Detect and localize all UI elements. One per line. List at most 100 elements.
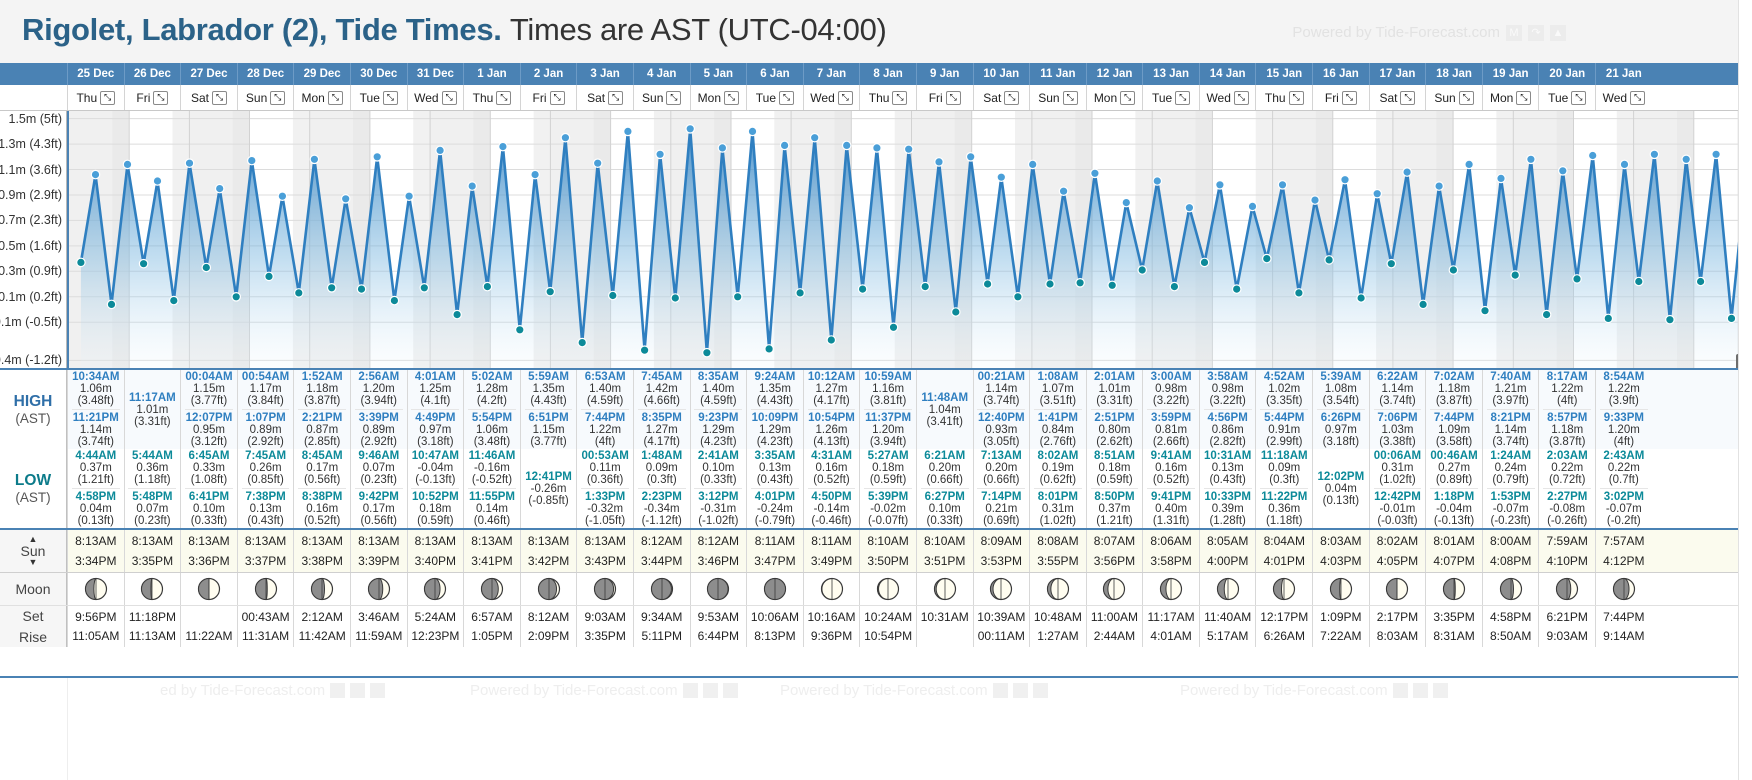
sun-cell: 8:11AM 3:47PM — [746, 530, 803, 572]
day-header-cell[interactable]: Wed ⤡ — [802, 85, 860, 110]
sun-cell: 8:00AM 4:08PM — [1481, 530, 1539, 572]
expand-day-icon[interactable]: ⤡ — [382, 90, 398, 105]
day-header-cell[interactable]: Thu ⤡ — [1255, 85, 1312, 110]
moon-phase-row: Moon — [0, 572, 1752, 605]
expand-day-icon[interactable]: ⤡ — [270, 90, 286, 105]
moon-lit-area — [198, 577, 210, 601]
expand-day-icon[interactable]: ⤡ — [1400, 90, 1416, 105]
expand-day-icon[interactable]: ⤡ — [1341, 90, 1357, 105]
expand-day-icon[interactable]: ⤡ — [666, 90, 682, 105]
day-header-cell[interactable]: Tue ⤡ — [1142, 85, 1199, 110]
day-header-cell[interactable]: Sun ⤡ — [1425, 85, 1482, 110]
expand-day-icon[interactable]: ⤡ — [1004, 90, 1020, 105]
expand-day-icon[interactable]: ⤡ — [892, 90, 908, 105]
high-tide-marker — [309, 154, 320, 165]
day-header-cell[interactable]: Tue ⤡ — [349, 85, 407, 110]
day-header-cell[interactable]: Sat ⤡ — [972, 85, 1030, 110]
sunrise-time: 8:12AM — [697, 534, 739, 548]
day-header-cell[interactable]: Tue ⤡ — [1538, 85, 1595, 110]
day-header-cell[interactable]: Sat ⤡ — [1368, 85, 1426, 110]
footer-watermark-icon — [1432, 683, 1448, 698]
sunrise-time: 8:03AM — [1320, 534, 1362, 548]
expand-day-icon[interactable]: ⤡ — [1062, 90, 1078, 105]
tide-height-metric: 1.07m — [1041, 383, 1074, 395]
high-tide-cell: 4:52AM 1.02m (3.35ft) 5:44PM 0.91m (2.99ft) — [1255, 370, 1312, 449]
day-header-cell[interactable]: Sun ⤡ — [632, 85, 690, 110]
expand-day-icon[interactable]: ⤡ — [945, 90, 961, 105]
high-tide-cell: 2:01AM 1.01m (3.31ft) 2:51PM 0.80m (2.62ft) — [1085, 370, 1143, 449]
date-header-cell: 9 Jan — [915, 63, 973, 85]
sun-cell: 8:12AM 3:46PM — [689, 530, 747, 572]
tide-height-metric: -0.14m — [813, 503, 850, 515]
high-tide-event: 10:59AM 1.16m (3.81ft) — [860, 370, 916, 408]
day-header-cell[interactable]: Wed ⤡ — [406, 85, 464, 110]
day-header-cell[interactable]: Tue ⤡ — [746, 85, 803, 110]
expand-day-icon[interactable]: ⤡ — [837, 90, 853, 105]
sunrise-time: 8:11AM — [754, 534, 796, 548]
day-header-cell[interactable]: Sun ⤡ — [236, 85, 294, 110]
day-header-cell[interactable]: Mon ⤡ — [1481, 85, 1539, 110]
day-header-cell[interactable]: Wed ⤡ — [1198, 85, 1256, 110]
day-header-cell[interactable]: Sat ⤡ — [180, 85, 237, 110]
tide-height-feet: (4.23ft) — [700, 436, 737, 448]
expand-day-icon[interactable]: ⤡ — [441, 90, 457, 105]
day-header-cell[interactable]: Thu ⤡ — [463, 85, 520, 110]
tide-time: 4:50PM — [811, 491, 852, 503]
expand-day-icon[interactable]: ⤡ — [153, 90, 169, 105]
divider — [1373, 409, 1422, 410]
expand-day-icon[interactable]: ⤡ — [1571, 90, 1587, 105]
high-tide-event: 8:35AM 1.40m (4.59ft) — [691, 370, 747, 408]
day-header-cell[interactable]: Fri ⤡ — [123, 85, 181, 110]
low-tide-marker — [1695, 276, 1706, 287]
day-header-cell[interactable]: Wed ⤡ — [1595, 85, 1652, 110]
expand-day-icon[interactable]: ⤡ — [1175, 90, 1191, 105]
expand-day-icon[interactable]: ⤡ — [100, 90, 116, 105]
tide-height-feet: (0.59ft) — [869, 474, 907, 486]
day-header-cell[interactable]: Thu ⤡ — [67, 85, 124, 110]
expand-day-icon[interactable]: ⤡ — [496, 90, 512, 105]
expand-day-icon[interactable]: ⤡ — [1120, 90, 1136, 105]
day-header-cell[interactable]: Mon ⤡ — [293, 85, 350, 110]
page-title-main: Rigolet, Labrador (2), Tide Times. — [22, 12, 502, 47]
low-tide-event: 9:46AM 0.07m (0.23ft) — [351, 449, 407, 487]
sun-cell: 8:13AM 3:41PM — [463, 530, 520, 572]
tide-height-feet: (3.87ft) — [1435, 395, 1473, 407]
tide-height-metric: 1.06m — [475, 424, 508, 436]
day-header-cell[interactable]: Mon ⤡ — [689, 85, 747, 110]
sunrise-time: 8:13AM — [414, 534, 457, 548]
expand-day-icon[interactable]: ⤡ — [549, 90, 565, 105]
day-header-cell[interactable]: Mon ⤡ — [1085, 85, 1143, 110]
expand-day-icon[interactable]: ⤡ — [1288, 90, 1304, 105]
day-header-cell[interactable]: Thu ⤡ — [859, 85, 916, 110]
high-tide-event: 9:33PM 1.20m (4ft) — [1596, 411, 1652, 449]
tide-height-feet: (-0.26ft) — [1547, 515, 1588, 527]
day-header-cell[interactable]: Fri ⤡ — [1312, 85, 1369, 110]
expand-day-icon[interactable]: ⤡ — [327, 90, 343, 105]
expand-day-icon[interactable]: ⤡ — [608, 90, 624, 105]
expand-day-icon[interactable]: ⤡ — [1233, 90, 1249, 105]
sun-row: ▲ Sun ▼ 8:13AM 3:34PM 8:13AM 3:35PM 8:13AM 3:… — [0, 528, 1752, 572]
tide-time: 8:54AM — [1603, 371, 1645, 383]
tide-height-metric: 0.18m — [419, 503, 452, 515]
day-header-cell[interactable]: Sun ⤡ — [1029, 85, 1086, 110]
expand-day-icon[interactable]: ⤡ — [724, 90, 739, 105]
day-name: Thu — [868, 90, 890, 105]
expand-day-icon[interactable]: ⤡ — [1458, 90, 1474, 105]
high-tide-marker — [1464, 159, 1474, 170]
day-header-cell[interactable]: Fri ⤡ — [519, 85, 577, 110]
divider — [354, 409, 403, 410]
moon-phase-cell — [293, 573, 350, 605]
expand-day-icon[interactable]: ⤡ — [211, 90, 227, 105]
expand-day-icon[interactable]: ⤡ — [1516, 90, 1532, 105]
page-scrollbar[interactable] — [1738, 0, 1752, 780]
low-tide-cell: 9:41AM 0.16m (0.52ft) 9:41PM 0.40m (1.31ft) — [1142, 449, 1199, 528]
tide-height-metric: 1.29m — [758, 424, 791, 436]
expand-day-icon[interactable]: ⤡ — [779, 90, 795, 105]
tide-time: 2:41AM — [697, 450, 739, 462]
day-header-cell[interactable]: Fri ⤡ — [915, 85, 973, 110]
expand-day-icon[interactable]: ⤡ — [1630, 90, 1646, 105]
date-header-cell: 13 Jan — [1142, 63, 1199, 85]
low-tide-marker — [1665, 314, 1675, 325]
day-header-cell[interactable]: Sat ⤡ — [576, 85, 633, 110]
footer-watermark-icon — [702, 683, 718, 698]
